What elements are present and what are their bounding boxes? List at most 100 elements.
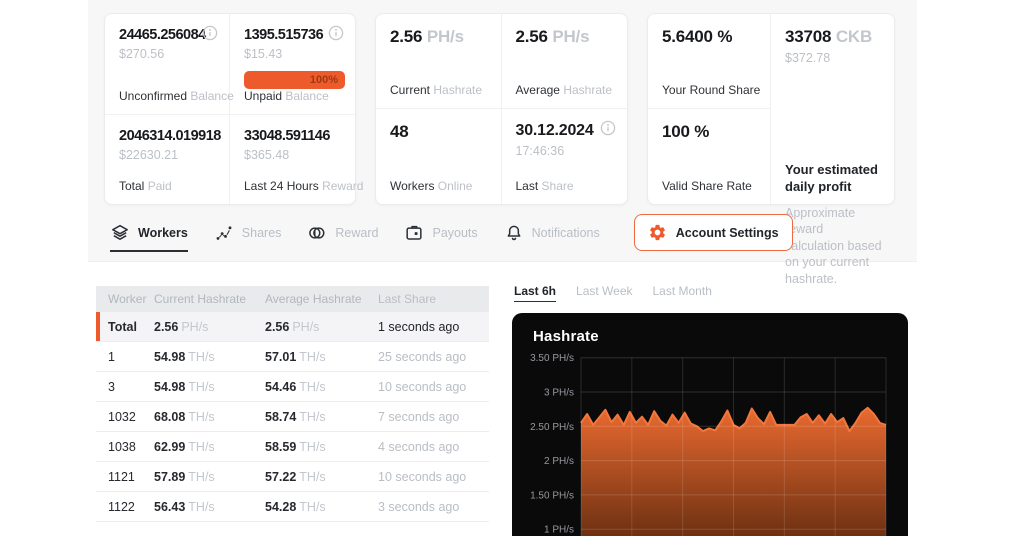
valid-share-rate-label: Valid Share Rate	[662, 179, 752, 193]
account-settings-label: Account Settings	[675, 225, 779, 240]
tab-notifications-label: Notifications	[531, 225, 600, 240]
last-share-label: Last Share	[515, 179, 574, 193]
worker-last-share: 10 seconds ago	[378, 469, 467, 484]
worker-id: 1122	[108, 499, 135, 514]
svg-text:1.50 PH/s: 1.50 PH/s	[530, 490, 574, 501]
table-row[interactable]: 1032 68.08 TH/s 58.74 TH/s 7 seconds ago	[96, 402, 489, 432]
worker-last-share: 7 seconds ago	[378, 409, 460, 424]
worker-id: 1	[108, 349, 115, 364]
workers-online-value: 48	[390, 122, 409, 141]
last-share-date: 30.12.2024	[515, 122, 594, 139]
table-row[interactable]: 1 54.98 TH/s 57.01 TH/s 25 seconds ago	[96, 342, 489, 372]
tab-workers-label: Workers	[138, 225, 188, 240]
col-worker: Worker	[108, 292, 147, 306]
worker-current-hashrate: 57.89 TH/s	[154, 469, 215, 484]
unpaid-progress-value: 100%	[309, 74, 338, 86]
worker-last-share: 4 seconds ago	[378, 439, 460, 454]
tab-shares-label: Shares	[241, 225, 282, 240]
current-hashrate-label: Current Hashrate	[390, 83, 483, 97]
range-tab-last-month[interactable]: Last Month	[652, 284, 712, 298]
worker-id: 3	[108, 379, 115, 394]
unpaid-progress-bar: 100%	[244, 71, 345, 89]
total-paid-value: 2046314.019918	[119, 128, 221, 144]
chart-title: Hashrate	[533, 328, 599, 345]
average-hashrate-value: 2.56 PH/s	[515, 27, 590, 46]
unconfirmed-balance-cell: 24465.256084 $270.56 Unconfirmed Balance	[105, 14, 234, 115]
average-hashrate-cell: 2.56 PH/s Average Hashrate	[501, 14, 627, 109]
workers-online-label: Workers Online	[390, 179, 473, 193]
tab-notifications[interactable]: Notifications	[504, 213, 600, 252]
worker-average-hashrate: 57.22 TH/s	[265, 469, 326, 484]
total-paid-label: Total Paid	[119, 179, 172, 193]
svg-text:2.50 PH/s: 2.50 PH/s	[530, 422, 574, 433]
unpaid-balance-usd: $15.43	[244, 47, 283, 61]
daily-profit-usd: $372.78	[785, 51, 831, 65]
daily-profit-cell: 33708 CKB $372.78 Your estimated daily p…	[771, 14, 894, 286]
tab-workers[interactable]: Workers	[110, 213, 188, 252]
account-settings-button[interactable]: Account Settings	[633, 214, 793, 251]
worker-id: 1038	[108, 439, 136, 454]
tab-payouts-label: Payouts	[432, 225, 478, 240]
unconfirmed-balance-value: 24465.256084	[119, 27, 206, 43]
unconfirmed-balance-usd: $270.56	[119, 47, 165, 61]
worker-average-hashrate: 58.74 TH/s	[265, 409, 326, 424]
worker-last-share: 25 seconds ago	[378, 349, 467, 364]
gear-icon	[649, 224, 665, 241]
col-current-hashrate: Current Hashrate	[154, 292, 247, 306]
worker-last-share: 10 seconds ago	[378, 379, 467, 394]
worker-last-share: 3 seconds ago	[378, 499, 460, 514]
worker-current-hashrate: 54.98 TH/s	[154, 349, 215, 364]
current-hashrate-value: 2.56 PH/s	[390, 27, 464, 46]
worker-average-hashrate: 54.28 TH/s	[265, 499, 326, 514]
table-row[interactable]: Total 2.56 PH/s 2.56 PH/s 1 seconds ago	[96, 312, 489, 342]
worker-current-hashrate: 68.08 TH/s	[154, 409, 215, 424]
worker-average-hashrate: 57.01 TH/s	[265, 349, 326, 364]
last24h-reward-cell: 33048.591146 $365.48 Last 24 Hours Rewar…	[230, 115, 363, 204]
last-share-time: 17:46:36	[515, 144, 565, 158]
info-icon[interactable]	[202, 25, 218, 41]
svg-text:2 PH/s: 2 PH/s	[544, 456, 574, 467]
tab-reward[interactable]: Reward	[307, 213, 378, 252]
unpaid-balance-cell: 1395.515736 $15.43 100% Unpaid Balance	[230, 14, 355, 115]
worker-current-hashrate: 2.56 PH/s	[154, 319, 209, 334]
nav-tabs: Workers Shares Reward Payouts Notificati…	[110, 213, 793, 252]
table-row[interactable]: 1121 57.89 TH/s 57.22 TH/s 10 seconds ago	[96, 462, 489, 492]
unconfirmed-balance-label: Unconfirmed Balance	[119, 89, 234, 103]
col-last-share: Last Share	[378, 292, 437, 306]
total-paid-cell: 2046314.019918 $22630.21 Total Paid	[105, 115, 230, 204]
worker-average-hashrate: 54.46 TH/s	[265, 379, 326, 394]
hashrate-card: 2.56 PH/s Current Hashrate 2.56 PH/s Ave…	[375, 13, 628, 205]
hashrate-chart-panel: Hashrate 3.50 PH/s 3 PH/s 2.50 PH/s 2 PH/s 1…	[512, 313, 908, 536]
chart-y-axis-labels: 3.50 PH/s 3 PH/s 2.50 PH/s 2 PH/s 1.50 PH/s 1…	[530, 353, 574, 536]
svg-text:3.50 PH/s: 3.50 PH/s	[530, 353, 574, 364]
worker-current-hashrate: 56.43 TH/s	[154, 499, 215, 514]
worker-average-hashrate: 2.56 PH/s	[265, 319, 320, 334]
worker-last-share: 1 seconds ago	[378, 319, 460, 334]
last24h-reward-usd: $365.48	[244, 148, 290, 162]
wallet-icon	[406, 225, 423, 240]
tab-reward-label: Reward	[335, 225, 379, 240]
worker-average-hashrate: 58.59 TH/s	[265, 439, 326, 454]
workers-table-header: Worker Current Hashrate Average Hashrate…	[96, 286, 489, 312]
valid-share-rate-cell: 100 % Valid Share Rate	[648, 109, 771, 204]
table-row[interactable]: 1122 56.43 TH/s 54.28 TH/s 3 seconds ago	[96, 492, 489, 522]
svg-text:3 PH/s: 3 PH/s	[544, 388, 574, 399]
info-icon[interactable]	[328, 25, 344, 41]
tab-shares[interactable]: Shares	[214, 213, 282, 252]
workers-table: Worker Current Hashrate Average Hashrate…	[96, 286, 489, 522]
info-icon[interactable]	[600, 120, 616, 136]
worker-id: 1121	[108, 469, 135, 484]
table-row[interactable]: 1038 62.99 TH/s 58.59 TH/s 4 seconds ago	[96, 432, 489, 462]
daily-profit-value: 33708 CKB	[785, 27, 873, 46]
range-tab-last-week[interactable]: Last Week	[576, 284, 633, 298]
last24h-reward-value: 33048.591146	[244, 128, 330, 144]
svg-text:1 PH/s: 1 PH/s	[544, 525, 574, 536]
workers-table-body: Total 2.56 PH/s 2.56 PH/s 1 seconds ago 1 …	[96, 312, 489, 522]
worker-current-hashrate: 54.98 TH/s	[154, 379, 215, 394]
table-row[interactable]: 3 54.98 TH/s 54.46 TH/s 10 seconds ago	[96, 372, 489, 402]
tab-payouts[interactable]: Payouts	[404, 213, 478, 252]
range-tab-last-6h[interactable]: Last 6h	[514, 284, 557, 302]
chart-grid	[580, 357, 887, 536]
valid-share-rate-value: 100 %	[662, 122, 710, 141]
average-hashrate-label: Average Hashrate	[515, 83, 613, 97]
